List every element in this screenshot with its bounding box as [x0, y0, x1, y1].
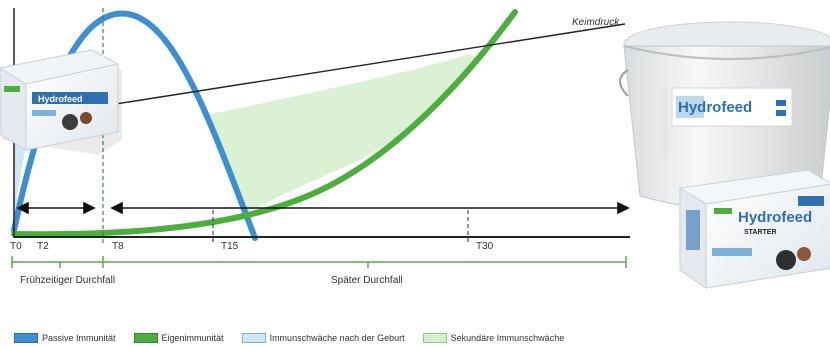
- tick-label-t30: T30: [476, 241, 494, 252]
- legend-item-passive: Passive Immunität: [14, 333, 116, 343]
- own-immunity-curve: [11, 9, 518, 238]
- legend-item-own: Eigenimmunität: [133, 333, 224, 343]
- tick-label-t8: T8: [112, 241, 124, 252]
- legend: Passive Immunität Eigenimmunität Immunsc…: [14, 333, 564, 343]
- phase-label-late: Später Durchfall: [331, 275, 403, 286]
- legend-label-postnatal: Immunschwäche nach der Geburt: [269, 333, 405, 343]
- hydrofeed-bucket-image: Hydrofeed: [619, 21, 830, 210]
- postnatal-immunodeficiency-area: [14, 120, 30, 230]
- tick-label-t2: T2: [37, 241, 49, 252]
- legend-label-secondary: Sekundäre Immunschwäche: [450, 333, 565, 343]
- starter-box-large-image: Hydrofeed STARTER: [678, 169, 830, 289]
- box-brand: Hydrofeed: [738, 209, 812, 226]
- early-period-arrow: [16, 201, 96, 215]
- small-box-brand: Hydrofeed: [38, 94, 83, 104]
- legend-swatch-own: [133, 333, 158, 343]
- starter-box-small-image: Hydrofeed: [0, 49, 122, 155]
- tick-label-t15: T15: [221, 241, 239, 252]
- legend-swatch-postnatal: [241, 333, 266, 343]
- legend-swatch-secondary: [422, 333, 447, 343]
- tick-label-t0: T0: [10, 241, 22, 252]
- late-period-arrow: [110, 201, 630, 215]
- phase-bracket: [11, 256, 627, 268]
- legend-swatch-passive: [14, 333, 38, 343]
- box-sub: STARTER: [744, 229, 777, 236]
- secondary-immunodeficiency-area: [205, 54, 480, 212]
- phase-label-early: Frühzeitiger Durchfall: [20, 275, 115, 286]
- bucket-brand: Hydrofeed: [678, 99, 752, 116]
- legend-item-postnatal: Immunschwäche nach der Geburt: [241, 333, 405, 343]
- legend-label-passive: Passive Immunität: [42, 333, 116, 343]
- legend-label-own: Eigenimmunität: [161, 333, 224, 343]
- legend-item-secondary: Sekundäre Immunschwäche: [422, 333, 565, 343]
- pathogen-pressure-label: Keimdruck: [572, 17, 620, 28]
